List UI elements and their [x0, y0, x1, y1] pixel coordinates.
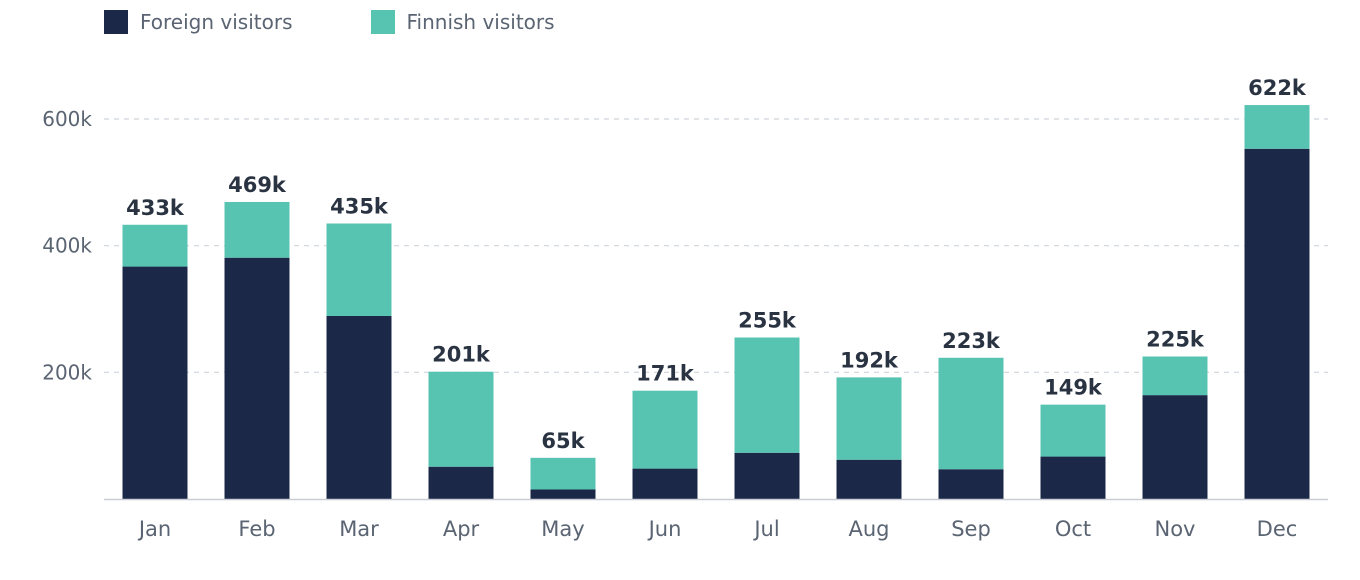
legend-item-finnish[interactable]: Finnish visitors	[370, 10, 555, 34]
bar-finnish[interactable]	[938, 357, 1004, 470]
bar-finnish[interactable]	[428, 371, 494, 467]
bar-foreign[interactable]	[1244, 148, 1310, 499]
total-label: 255k	[738, 309, 797, 333]
legend-swatch-foreign	[104, 10, 128, 34]
total-label: 433k	[126, 196, 185, 220]
bar-finnish[interactable]	[530, 457, 596, 490]
legend: Foreign visitors Finnish visitors	[104, 10, 555, 34]
total-label: 201k	[432, 343, 491, 367]
bar-foreign[interactable]	[224, 257, 290, 499]
total-label: 435k	[330, 195, 389, 219]
bar-foreign[interactable]	[122, 266, 188, 499]
total-label: 622k	[1248, 76, 1307, 100]
bar-foreign[interactable]	[1040, 456, 1106, 499]
x-tick-label: Feb	[238, 517, 275, 541]
bar-foreign[interactable]	[530, 489, 596, 500]
total-label: 192k	[840, 348, 899, 372]
bar-finnish[interactable]	[122, 224, 188, 267]
bar-foreign[interactable]	[938, 469, 1004, 499]
y-tick-label: 600k	[42, 107, 92, 131]
total-label: 171k	[636, 362, 695, 386]
total-label: 225k	[1146, 328, 1205, 352]
bar-finnish[interactable]	[632, 390, 698, 469]
bar-foreign[interactable]	[326, 315, 392, 499]
x-tick-label: Oct	[1055, 517, 1091, 541]
total-label: 65k	[541, 429, 585, 453]
y-tick-label: 400k	[42, 234, 92, 258]
bar-finnish[interactable]	[1142, 356, 1208, 396]
x-tick-label: Aug	[848, 517, 889, 541]
bar-finnish[interactable]	[836, 377, 902, 460]
total-label: 223k	[942, 329, 1001, 353]
legend-item-foreign[interactable]: Foreign visitors	[104, 10, 293, 34]
bar-foreign[interactable]	[632, 468, 698, 499]
bar-finnish[interactable]	[1040, 404, 1106, 457]
bar-foreign[interactable]	[428, 466, 494, 499]
bar-foreign[interactable]	[836, 459, 902, 499]
bar-foreign[interactable]	[734, 452, 800, 499]
x-tick-label: Jan	[137, 517, 171, 541]
x-tick-label: Dec	[1257, 517, 1298, 541]
y-tick-label: 200k	[42, 360, 92, 384]
legend-label-foreign: Foreign visitors	[140, 10, 293, 34]
x-tick-label: May	[541, 517, 584, 541]
total-label: 149k	[1044, 376, 1103, 400]
bar-finnish[interactable]	[326, 223, 392, 316]
x-tick-label: Apr	[443, 517, 480, 541]
x-tick-label: Jun	[647, 517, 682, 541]
legend-swatch-finnish	[370, 10, 395, 34]
x-tick-label: Sep	[951, 517, 991, 541]
bar-finnish[interactable]	[1244, 105, 1310, 149]
x-tick-label: Mar	[339, 517, 379, 541]
legend-label-finnish: Finnish visitors	[406, 10, 555, 34]
bar-foreign[interactable]	[1142, 395, 1208, 499]
x-tick-label: Jul	[752, 517, 779, 541]
bar-finnish[interactable]	[224, 201, 290, 258]
x-tick-label: Nov	[1155, 517, 1196, 541]
total-label: 469k	[228, 173, 287, 197]
bar-finnish[interactable]	[734, 337, 800, 453]
